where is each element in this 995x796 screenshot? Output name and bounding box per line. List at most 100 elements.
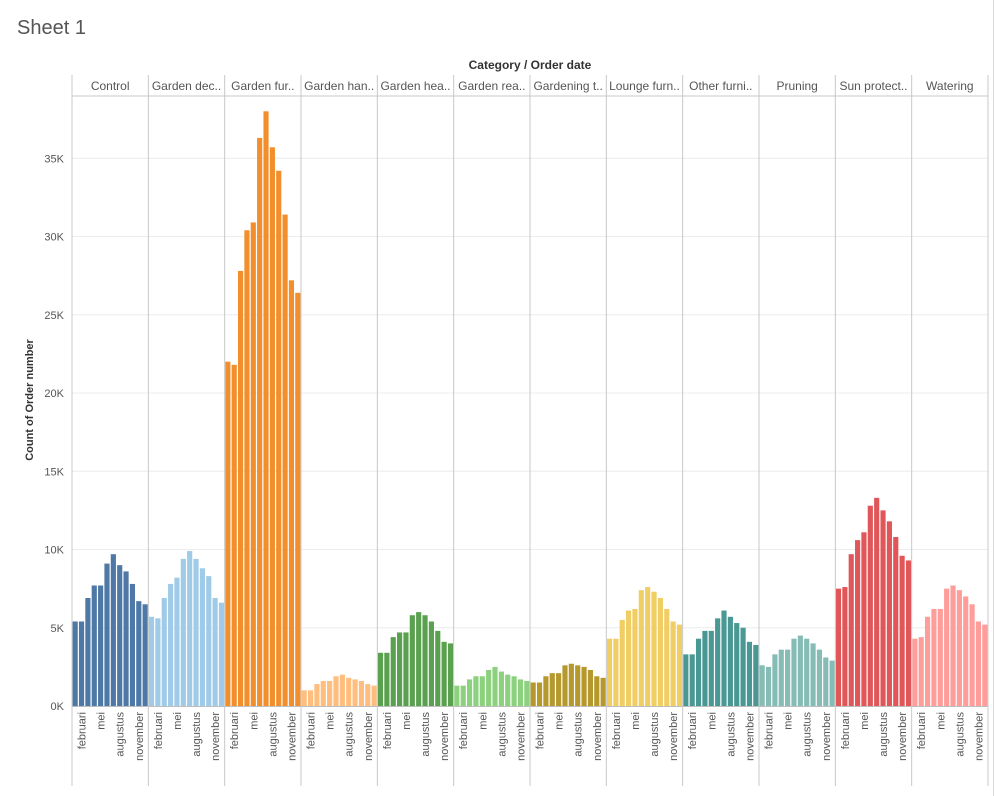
- bar: [829, 660, 835, 706]
- bar: [918, 637, 924, 706]
- bar: [390, 637, 396, 706]
- bar: [288, 280, 295, 706]
- category-header: Garden hea..: [380, 79, 450, 93]
- bar: [85, 598, 91, 706]
- bar: [524, 680, 530, 706]
- category-header: Pruning: [776, 79, 817, 93]
- bar: [568, 663, 574, 706]
- x-tick-label: februari: [458, 712, 470, 749]
- x-tick-label: mei: [706, 712, 718, 730]
- bar: [708, 630, 714, 706]
- bar: [772, 654, 778, 706]
- bar: [98, 585, 104, 706]
- bar: [403, 632, 409, 706]
- x-tick-label: mei: [630, 712, 642, 730]
- bar: [575, 665, 581, 706]
- category-header: Control: [91, 79, 130, 93]
- bar: [263, 111, 269, 707]
- bar: [880, 510, 886, 706]
- bar: [282, 214, 288, 706]
- y-tick-label: 10K: [44, 545, 64, 557]
- x-tick-label: mei: [96, 712, 108, 730]
- bar: [339, 674, 345, 706]
- bar: [168, 583, 174, 706]
- bar: [269, 147, 275, 707]
- bar: [695, 638, 702, 706]
- bar: [645, 587, 651, 706]
- bar: [632, 608, 638, 706]
- x-tick-label: augustus: [802, 712, 814, 757]
- bar: [161, 598, 167, 706]
- x-tick-label: november: [668, 712, 680, 761]
- bar: [460, 685, 466, 706]
- bar: [295, 292, 301, 706]
- x-tick-label: augustus: [496, 712, 508, 757]
- bar: [556, 673, 562, 706]
- bar: [498, 671, 504, 706]
- x-tick-label: augustus: [191, 712, 203, 757]
- x-tick-label: mei: [783, 712, 795, 730]
- x-tick-label: november: [439, 712, 451, 761]
- bar: [180, 558, 186, 706]
- bar: [950, 585, 956, 706]
- x-tick-label: februari: [840, 712, 852, 749]
- x-tick-label: november: [515, 712, 527, 761]
- bar: [129, 583, 136, 706]
- bar: [530, 682, 536, 706]
- bar: [606, 638, 613, 706]
- y-tick-label: 0K: [51, 701, 65, 713]
- bar: [422, 615, 428, 706]
- bar: [237, 270, 244, 706]
- bar: [810, 643, 816, 706]
- bar: [842, 587, 848, 706]
- x-tick-label: mei: [172, 712, 184, 730]
- bar: [975, 621, 982, 706]
- bar: [657, 598, 663, 706]
- bar: [199, 568, 205, 706]
- x-tick-label: februari: [611, 712, 623, 749]
- bar: [117, 565, 123, 706]
- bar: [664, 608, 670, 706]
- bar: [835, 588, 842, 706]
- y-tick-label: 35K: [44, 153, 64, 165]
- bar: [358, 680, 365, 706]
- y-tick-label: 25K: [44, 310, 64, 322]
- bar: [218, 602, 225, 706]
- bar: [759, 665, 765, 706]
- category-header: Other furni..: [689, 79, 752, 93]
- bar: [384, 652, 390, 706]
- bar: [505, 674, 511, 706]
- bar: [778, 649, 784, 706]
- bar: [848, 554, 854, 706]
- bar: [276, 170, 282, 706]
- x-tick-label: februari: [382, 712, 394, 749]
- bar: [466, 679, 473, 706]
- bar: [352, 679, 358, 706]
- bar: [91, 585, 97, 706]
- bar: [785, 649, 791, 706]
- x-tick-label: november: [210, 712, 222, 761]
- bar: [371, 685, 377, 706]
- x-tick-label: mei: [477, 712, 489, 730]
- bar: [486, 670, 492, 706]
- bar: [931, 608, 937, 706]
- bar: [797, 635, 803, 706]
- bar: [905, 560, 912, 706]
- bar: [791, 638, 797, 706]
- axis-labels: 0K 5K 10K 15K 20K 25K 30K 35K Control februari mei…: [44, 79, 985, 761]
- bar: [886, 521, 892, 706]
- bar: [861, 532, 867, 706]
- x-tick-label: mei: [859, 712, 871, 730]
- bar: [346, 677, 352, 706]
- bar: [924, 616, 931, 706]
- bar: [727, 616, 733, 706]
- bar: [123, 571, 129, 706]
- x-tick-label: november: [363, 712, 375, 761]
- bar: [441, 641, 447, 706]
- x-tick-label: februari: [535, 712, 547, 749]
- sheet-title: Sheet 1: [17, 17, 86, 39]
- x-tick-label: november: [592, 712, 604, 761]
- x-tick-label: augustus: [344, 712, 356, 757]
- bar: [753, 644, 759, 706]
- window-edge-divider: [993, 0, 994, 796]
